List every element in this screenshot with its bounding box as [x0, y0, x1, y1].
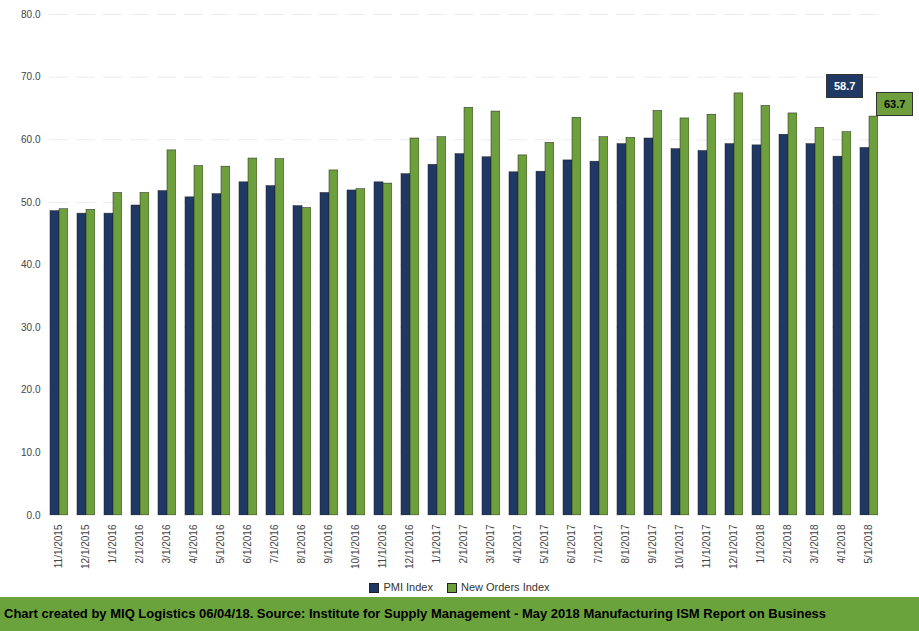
- svg-text:2/1/2018: 2/1/2018: [782, 524, 793, 563]
- svg-text:40.0: 40.0: [21, 259, 41, 270]
- html-text:New Orders Index: New Orders Index: [460, 581, 550, 593]
- svg-text:70.0: 70.0: [21, 71, 41, 82]
- svg-text:12/1/2016: 12/1/2016: [404, 524, 415, 569]
- svg-text:12/1/2015: 12/1/2015: [80, 524, 91, 569]
- svg-text:20.0: 20.0: [21, 384, 41, 395]
- html-text:63.7: 63.7: [884, 98, 906, 110]
- svg-text:5/1/2018: 5/1/2018: [863, 524, 874, 563]
- svg-text:4/1/2017: 4/1/2017: [512, 524, 523, 563]
- svg-text:3/1/2016: 3/1/2016: [161, 524, 172, 563]
- svg-text:60.0: 60.0: [21, 134, 41, 145]
- svg-text:3/1/2017: 3/1/2017: [485, 524, 496, 563]
- svg-text:7/1/2017: 7/1/2017: [593, 524, 604, 563]
- svg-text:9/1/2017: 9/1/2017: [647, 524, 658, 563]
- svg-text:10.0: 10.0: [21, 447, 41, 458]
- svg-text:12/1/2017: 12/1/2017: [728, 524, 739, 569]
- svg-text:8/1/2016: 8/1/2016: [296, 524, 307, 563]
- svg-text:4/1/2016: 4/1/2016: [188, 524, 199, 563]
- svg-text:11/1/2017: 11/1/2017: [701, 524, 712, 568]
- svg-text:11/1/2015: 11/1/2015: [53, 524, 64, 568]
- svg-text:1/1/2017: 1/1/2017: [431, 524, 442, 563]
- svg-text:11/1/2016: 11/1/2016: [377, 524, 388, 568]
- svg-text:6/1/2016: 6/1/2016: [242, 524, 253, 563]
- svg-text:5/1/2017: 5/1/2017: [539, 524, 550, 563]
- html-text:PMI Index: PMI Index: [383, 581, 433, 593]
- svg-text:2/1/2016: 2/1/2016: [134, 524, 145, 563]
- svg-text:4/1/2018: 4/1/2018: [836, 524, 847, 563]
- svg-text:2/1/2017: 2/1/2017: [458, 524, 469, 563]
- svg-text:10/1/2017: 10/1/2017: [674, 524, 685, 569]
- html-text:Chart created by MIQ Logistics: Chart created by MIQ Logistics 06/04/18.…: [4, 606, 827, 621]
- svg-text:80.0: 80.0: [21, 9, 41, 20]
- svg-text:30.0: 30.0: [21, 322, 41, 333]
- svg-text:50.0: 50.0: [21, 197, 41, 208]
- svg-text:10/1/2016: 10/1/2016: [350, 524, 361, 569]
- svg-text:0.0: 0.0: [27, 510, 41, 521]
- html-text:58.7: 58.7: [834, 80, 856, 92]
- svg-text:3/1/2018: 3/1/2018: [809, 524, 820, 563]
- svg-text:5/1/2016: 5/1/2016: [215, 524, 226, 563]
- svg-text:9/1/2016: 9/1/2016: [323, 524, 334, 563]
- svg-text:1/1/2018: 1/1/2018: [755, 524, 766, 563]
- svg-text:7/1/2016: 7/1/2016: [269, 524, 280, 563]
- svg-text:6/1/2017: 6/1/2017: [566, 524, 577, 563]
- svg-text:1/1/2016: 1/1/2016: [107, 524, 118, 563]
- svg-text:8/1/2017: 8/1/2017: [620, 524, 631, 563]
